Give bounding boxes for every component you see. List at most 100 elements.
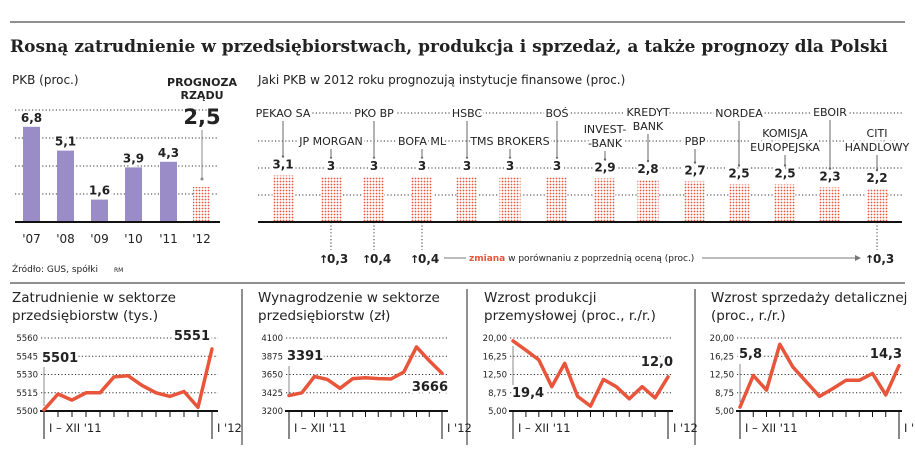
change-arrow-icon: ↑ xyxy=(410,253,419,266)
end-value-label: 5551 xyxy=(174,329,210,344)
line-chart-1: Zatrudnienie w sektorze przedsiębiorstw (… xyxy=(12,290,242,439)
y-tick-label: 20,00 xyxy=(710,334,734,344)
change-note: zmiana w porównaniu z poprzednią oceną (… xyxy=(469,253,694,264)
institution-name: EBOIR xyxy=(813,106,847,119)
y-tick-label: 12,50 xyxy=(710,371,734,381)
leader-dot xyxy=(508,156,512,160)
forecast-value: 2,5 xyxy=(183,105,220,129)
y-tick-label: 16,25 xyxy=(710,352,734,362)
bar-value-label: 3 xyxy=(506,159,514,173)
institution-name: KOMISJA xyxy=(762,127,808,140)
forecast-bar xyxy=(866,189,888,222)
change-arrow-icon: ↑ xyxy=(319,253,328,266)
y-tick-label: 20,00 xyxy=(483,334,507,344)
x-axis-label: I '12 xyxy=(447,421,472,435)
institution-name: BOŚ xyxy=(546,107,569,120)
forecast-bar xyxy=(320,177,342,222)
pkb-chart-title: PKB (proc.) xyxy=(12,73,79,87)
leader-dot xyxy=(420,156,424,160)
x-tick-label: '11 xyxy=(159,232,178,246)
institution-name: BANK xyxy=(633,120,664,133)
y-tick-label: 16,25 xyxy=(483,352,507,362)
line-chart-title: (proc., r./r.) xyxy=(711,308,786,324)
bar-value-label: 5,1 xyxy=(55,135,76,149)
forecast-bar xyxy=(546,177,568,222)
change-note-highlight: zmiana xyxy=(469,254,505,264)
x-axis-label: I – XII '11 xyxy=(518,421,571,435)
change-value: 0,3 xyxy=(873,252,894,266)
x-tick-label: '12 xyxy=(192,232,211,246)
x-axis-label: I '12 xyxy=(673,421,698,435)
bar-value-label: 6,8 xyxy=(21,111,42,125)
x-tick-label: '09 xyxy=(90,232,109,246)
bar-value-label: 3 xyxy=(327,159,335,173)
x-tick-label: '10 xyxy=(124,232,143,246)
institution-name: EUROPEJSKA xyxy=(750,141,820,154)
pkb-chart: PKB (proc.) 6,8 '07 5,1 '08 1,6 '09 3,9 '10 4,3 '1… xyxy=(12,73,237,275)
y-tick-label: 5,00 xyxy=(715,407,734,417)
y-tick-label: 3200 xyxy=(261,407,283,417)
bar-value-label: 4,3 xyxy=(158,146,179,160)
start-value-label: 3391 xyxy=(287,349,323,364)
institution-name: PBP xyxy=(685,135,706,148)
forecast-bar xyxy=(499,177,521,222)
start-value-label: 19,4 xyxy=(512,386,544,401)
leader-dot xyxy=(465,156,469,160)
bar-value-label: 3 xyxy=(553,159,561,173)
bar xyxy=(23,126,40,222)
institutions-chart-title: Jaki PKB w 2012 roku prognozują instytuc… xyxy=(257,73,625,87)
bar-value-label: 1,6 xyxy=(89,184,110,198)
line-chart-title: Wynagrodzenie w sektorze xyxy=(258,290,440,306)
leader-dot xyxy=(737,164,741,167)
y-tick-label: 5515 xyxy=(16,389,38,399)
change-note-text: w porównaniu z poprzednią oceną (proc.) xyxy=(505,253,694,264)
forecast-bar xyxy=(684,181,706,222)
forecast-bar xyxy=(272,175,294,222)
change-value: 0,4 xyxy=(418,252,439,266)
institution-name: CITI xyxy=(867,127,888,140)
line-chart-title: Zatrudnienie w sektorze xyxy=(12,290,176,306)
y-tick-label: 3650 xyxy=(261,371,283,381)
end-value-label: 12,0 xyxy=(641,355,673,370)
y-tick-label: 3425 xyxy=(261,389,283,399)
x-tick-label: '08 xyxy=(56,232,75,246)
y-tick-label: 8,75 xyxy=(488,389,507,399)
bar-value-label: 2,5 xyxy=(728,167,749,181)
end-value-label: 3666 xyxy=(412,380,448,395)
leader-dot xyxy=(555,156,559,160)
institutions-chart: Jaki PKB w 2012 roku prognozują instytuc… xyxy=(253,73,912,266)
leader-dot xyxy=(281,155,285,158)
bar-value-label: 2,7 xyxy=(684,164,705,178)
forecast-bar xyxy=(363,177,385,222)
line-chart-title: przemysłowej (proc., r./r.) xyxy=(484,308,656,324)
y-tick-label: 12,50 xyxy=(483,371,507,381)
bar-value-label: 3 xyxy=(370,159,378,173)
leader-dot xyxy=(693,161,697,164)
forecast-bar xyxy=(819,187,841,222)
leader-dot xyxy=(372,156,376,160)
line-chart-2: Wynagrodzenie w sektorze przedsiębiorstw … xyxy=(258,290,472,439)
end-value-label: 14,3 xyxy=(870,347,902,362)
x-axis-label: I '12 xyxy=(904,421,915,435)
main-title: Rosną zatrudnienie w przedsiębiorstwach,… xyxy=(10,37,888,57)
institution-name: JP MORGAN xyxy=(298,135,362,148)
bar xyxy=(91,199,108,222)
line-chart-title: przedsiębiorstw (tys.) xyxy=(12,308,158,324)
leader-dot xyxy=(828,167,832,170)
change-value: 0,3 xyxy=(327,252,348,266)
institution-name: BOFA ML xyxy=(398,135,447,148)
x-axis-label: I '12 xyxy=(217,421,242,435)
forecast-bar xyxy=(774,184,796,222)
x-axis-label: I – XII '11 xyxy=(294,421,347,435)
bar-value-label: 3,1 xyxy=(272,158,293,172)
line-chart-title: przedsiębiorstw (zł) xyxy=(258,308,390,324)
bar xyxy=(160,161,177,222)
forecast-bar xyxy=(411,177,433,222)
leader-dot xyxy=(783,164,787,167)
institution-name: TMS BROKERS xyxy=(469,135,549,148)
institution-name: -BANK xyxy=(588,137,623,150)
institution-name: NORDEA xyxy=(715,107,763,120)
start-value-label: 5,8 xyxy=(739,347,762,362)
forecast-bar xyxy=(728,184,750,222)
